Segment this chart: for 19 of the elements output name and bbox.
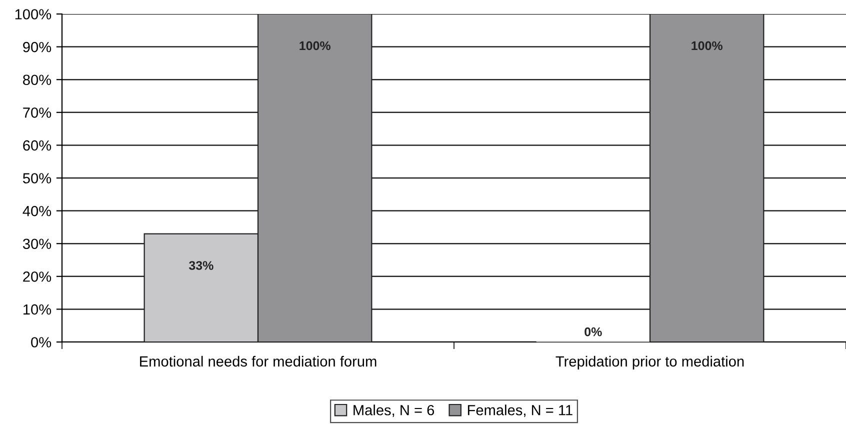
y-tick-label: 90% bbox=[23, 42, 52, 52]
data-label: 100% bbox=[692, 41, 722, 50]
y-tick-label: 50% bbox=[22, 173, 52, 184]
y-tick-label: 20% bbox=[23, 272, 52, 282]
y-tick-label: 80% bbox=[23, 74, 52, 86]
y-tick-label: 70% bbox=[23, 108, 52, 118]
data-label: 33% bbox=[188, 261, 214, 270]
data-label: 100% bbox=[300, 41, 330, 50]
x-tick-label: Emotional needs for mediation forum bbox=[140, 356, 376, 367]
y-tick-label: 30% bbox=[22, 238, 52, 250]
y-tick-label: 10% bbox=[24, 304, 52, 315]
y-tick-label: 60% bbox=[23, 140, 52, 151]
data-label: 0% bbox=[584, 327, 602, 336]
legend-label: Males, N = 6 bbox=[354, 404, 434, 418]
x-tick-label: Trepidation prior to mediation bbox=[556, 356, 744, 370]
y-tick-label: 100% bbox=[15, 9, 52, 20]
y-tick-label: 0% bbox=[31, 337, 52, 348]
legend-label: Females, N = 11 bbox=[468, 404, 572, 418]
y-tick-label: 40% bbox=[22, 206, 52, 216]
